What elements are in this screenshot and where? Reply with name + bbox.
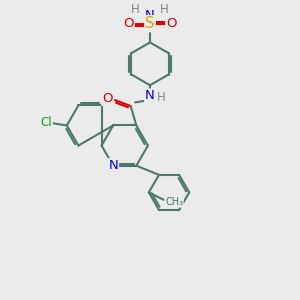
Text: S: S [145,16,155,31]
Text: CH₃: CH₃ [165,197,183,207]
Text: O: O [166,17,177,30]
Text: O: O [102,92,113,105]
Text: N: N [145,9,155,22]
Text: H: H [131,3,140,16]
Text: H: H [160,3,169,16]
Text: N: N [108,159,118,172]
Text: Cl: Cl [40,116,52,129]
Text: H: H [157,91,166,104]
Text: N: N [145,89,155,102]
Text: O: O [123,17,134,30]
